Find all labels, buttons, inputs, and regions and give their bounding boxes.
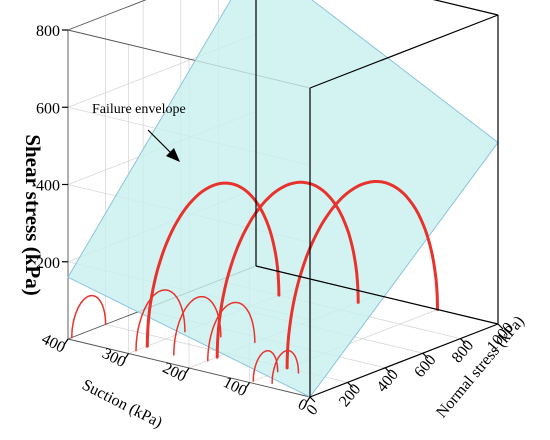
mohr-circle-9 xyxy=(285,180,439,370)
x-tick-mark xyxy=(422,352,429,359)
x-axis-title: Normal stress (kPa) xyxy=(433,313,528,421)
x-tick-mark xyxy=(347,381,354,388)
y-tick-mark xyxy=(63,338,69,346)
box-edge-back xyxy=(67,0,147,31)
z-tick-label: 400 xyxy=(36,178,60,195)
annotation-arrow-head xyxy=(166,148,180,162)
y-tick-mark xyxy=(184,367,190,375)
y-tick-label: 300 xyxy=(99,345,128,371)
failure-envelope-surface xyxy=(67,0,499,398)
y-tick-mark xyxy=(245,382,250,389)
front-box-edges xyxy=(255,0,499,398)
mohr-circle-5 xyxy=(252,350,279,382)
mohr-circle-8 xyxy=(215,180,360,359)
y-tick-mark xyxy=(305,396,311,404)
x-tick-label: 0 xyxy=(303,402,321,419)
mohr-circle-4 xyxy=(207,301,256,362)
failure-envelope-annotation: Failure envelope xyxy=(92,102,186,117)
box-edge-front xyxy=(432,0,499,16)
x-tick-mark xyxy=(384,367,391,374)
x-tick-mark xyxy=(309,396,316,403)
mohr-circle-6 xyxy=(271,349,300,384)
failure-envelope-plane xyxy=(67,0,499,398)
box-edge-front xyxy=(309,14,499,89)
mohr-circle-2 xyxy=(135,289,186,352)
x-tick-mark xyxy=(497,323,504,330)
mohr-circle-3 xyxy=(173,295,222,356)
mohr-circle-7 xyxy=(145,181,281,348)
y-tick-mark xyxy=(124,353,129,360)
z-tick-label: 800 xyxy=(36,23,60,40)
mohr-circles xyxy=(71,180,439,384)
mohr-circle-1 xyxy=(71,294,107,339)
x-tick-mark xyxy=(459,338,466,345)
z-tick-label: 600 xyxy=(36,100,60,117)
z-axis-title: Shear stress (kPa) xyxy=(21,134,45,295)
y-tick-label: 100 xyxy=(220,374,249,400)
box-edge-front xyxy=(255,265,499,325)
y-tick-label: 400 xyxy=(39,331,68,357)
annotation-arrow-shaft xyxy=(147,129,173,155)
y-axis-title: Suction (kPa) xyxy=(79,377,165,432)
box-edge-front xyxy=(309,323,499,398)
z-tick-label: 200 xyxy=(36,255,60,272)
y-tick-label: 200 xyxy=(160,360,189,386)
